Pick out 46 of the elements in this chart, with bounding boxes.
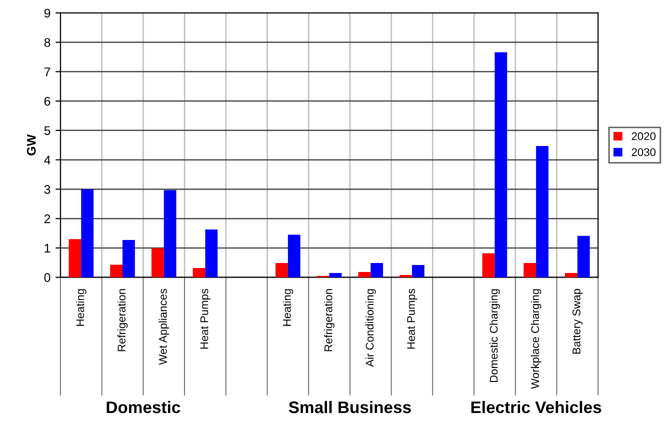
bar bbox=[358, 272, 371, 278]
bar bbox=[370, 262, 384, 278]
bar bbox=[577, 236, 590, 278]
x-tick-label: Refrigeration bbox=[324, 289, 334, 352]
bar bbox=[164, 190, 176, 278]
legend-label: 2030 bbox=[632, 148, 656, 156]
x-tick-label: Air Conditioning bbox=[365, 289, 376, 367]
bar bbox=[412, 265, 424, 278]
x-tick-label: Battery Swap bbox=[572, 288, 583, 354]
bar bbox=[494, 52, 508, 278]
bar bbox=[288, 234, 300, 278]
bar bbox=[192, 268, 206, 278]
bar bbox=[276, 262, 288, 278]
x-tick-label: Refrigeration bbox=[117, 289, 128, 352]
y-tick-label: 3 bbox=[44, 185, 50, 194]
bar bbox=[110, 264, 123, 278]
y-tick-label: 5 bbox=[44, 126, 50, 136]
x-tick-label: Heat Pumps bbox=[407, 288, 418, 349]
bar bbox=[482, 253, 495, 278]
y-tick-label: 8 bbox=[44, 38, 50, 47]
y-tick-label: 6 bbox=[44, 96, 50, 106]
bar bbox=[524, 262, 536, 278]
x-tick-label: Wet Appliances bbox=[158, 288, 170, 365]
x-tick-label: Heating bbox=[282, 289, 294, 326]
x-tick-label: Workplace Charging bbox=[530, 289, 542, 389]
y-axis-title: GW bbox=[26, 134, 36, 156]
bar bbox=[205, 229, 218, 278]
y-tick-label: 2 bbox=[44, 214, 50, 224]
x-tick-label: Domestic Charging bbox=[490, 289, 500, 382]
bar bbox=[536, 146, 548, 278]
legend-label: 2020 bbox=[632, 132, 656, 140]
text: Small Business bbox=[288, 400, 411, 414]
y-tick-label: 0 bbox=[44, 273, 50, 282]
x-tick-label: Heat Pumps bbox=[200, 288, 210, 349]
y-tick-label: 4 bbox=[44, 156, 50, 164]
bar bbox=[122, 240, 135, 278]
y-tick-label: 9 bbox=[44, 8, 50, 18]
bar bbox=[564, 272, 578, 278]
y-tick-label: 7 bbox=[44, 68, 50, 76]
bar bbox=[68, 239, 82, 278]
text: Electric Vehicles bbox=[471, 400, 602, 414]
bar bbox=[151, 248, 164, 278]
bar bbox=[81, 189, 94, 278]
x-tick-label: Heating bbox=[76, 289, 86, 326]
y-tick-label: 1 bbox=[44, 244, 50, 252]
text: Domestic bbox=[106, 400, 180, 414]
